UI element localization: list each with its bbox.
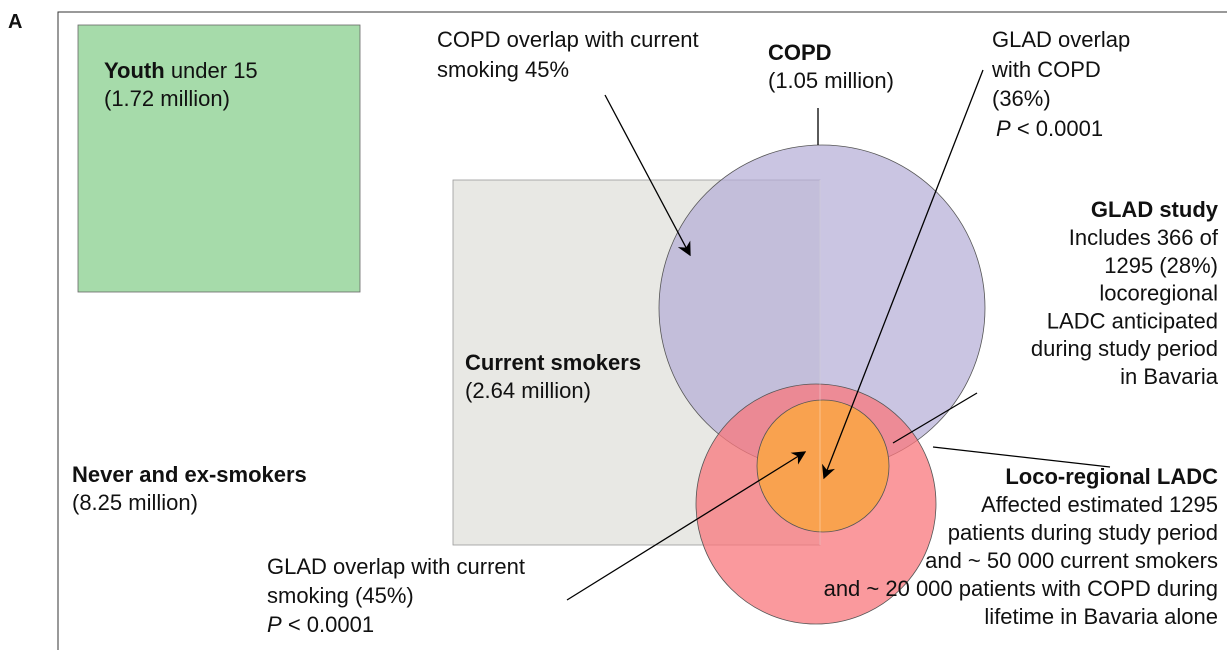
annotation-line: locoregional <box>1099 281 1218 306</box>
glad-circle <box>756 399 890 533</box>
p-symbol: P <box>996 116 1011 141</box>
p-text: < 0.0001 <box>1017 116 1103 141</box>
frame <box>57 11 1227 650</box>
p-symbol: P <box>267 612 282 637</box>
arrow <box>822 69 984 480</box>
label-bold: Youth <box>104 58 165 83</box>
smokers-count: (2.64 million) <box>465 378 591 403</box>
annotation-line: Affected estimated 1295 <box>981 492 1218 517</box>
never-count: (8.25 million) <box>72 490 198 515</box>
arrow <box>604 94 691 257</box>
youth-box <box>77 24 361 293</box>
annotation: (36%) <box>992 86 1051 111</box>
glad-title: GLAD study <box>1091 197 1219 222</box>
youth-count: (1.72 million) <box>104 86 230 111</box>
annotation-line: and ~ 50 000 current smokers <box>925 548 1218 573</box>
annotation-line: 1295 (28%) <box>1104 253 1218 278</box>
annotation: smoking 45% <box>437 57 569 82</box>
label-text: under 15 <box>171 58 258 83</box>
copd-count: (1.05 million) <box>768 68 894 93</box>
annotation-line: and ~ 20 000 patients with COPD during <box>824 576 1218 601</box>
annotation: with COPD <box>991 57 1101 82</box>
annotation: GLAD overlap <box>992 27 1130 52</box>
p-text: < 0.0001 <box>288 612 374 637</box>
never-label: Never and ex-smokers <box>72 462 307 487</box>
annotation-line: in Bavaria <box>1120 364 1219 389</box>
annotation-line: LADC anticipated <box>1047 308 1218 333</box>
p-value: P < 0.0001 <box>267 612 374 637</box>
panel-label: A <box>8 11 22 33</box>
annotation-line: Includes 366 of <box>1069 225 1219 250</box>
copd-label: COPD <box>768 40 832 65</box>
pointer-line <box>932 446 1111 468</box>
annotation: GLAD overlap with current <box>267 554 525 579</box>
p-value: P < 0.0001 <box>996 116 1103 141</box>
annotation-line: lifetime in Bavaria alone <box>984 604 1218 629</box>
loco-title: Loco-regional LADC <box>1005 464 1218 489</box>
youth-label: Youth under 15 <box>104 58 258 83</box>
annotation: COPD overlap with current <box>437 27 699 52</box>
arrow <box>566 451 807 601</box>
pointer-line <box>892 392 978 444</box>
smokers-label: Current smokers <box>465 350 641 375</box>
annotation-line: during study period <box>1031 336 1218 361</box>
annotation: smoking (45%) <box>267 583 414 608</box>
annotation-line: patients during study period <box>948 520 1218 545</box>
